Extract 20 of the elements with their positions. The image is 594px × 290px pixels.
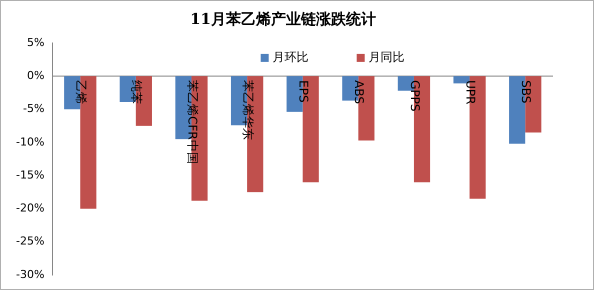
x-tick-label: GPPS bbox=[408, 80, 422, 112]
y-tick-label: 0% bbox=[26, 69, 44, 82]
y-tick-label: -20% bbox=[16, 202, 44, 215]
y-tick-label: -25% bbox=[16, 234, 44, 248]
x-tick-label: 苯乙烯CFR中国 bbox=[185, 80, 200, 164]
x-tick-label: EPS bbox=[296, 80, 311, 103]
y-tick-label: -5% bbox=[22, 102, 44, 116]
y-tick-label: -15% bbox=[16, 168, 44, 182]
x-tick-label: 乙烯 bbox=[74, 80, 88, 104]
legend-label: 月同比 bbox=[368, 50, 405, 64]
x-tick-label: UPR bbox=[463, 80, 478, 104]
x-tick-label: 苯乙烯华东 bbox=[240, 80, 255, 140]
y-tick-label: -30% bbox=[16, 268, 44, 281]
y-tick-label: 5% bbox=[26, 36, 44, 49]
y-tick-label: -10% bbox=[16, 135, 44, 148]
x-tick-label: ABS bbox=[352, 80, 366, 104]
x-tick-label: SBS bbox=[519, 80, 534, 104]
legend-label: 月环比 bbox=[272, 50, 309, 64]
chart-title: 11月苯乙烯产业链涨跌统计 bbox=[190, 10, 376, 28]
x-tick-label: 纯苯 bbox=[130, 80, 144, 104]
